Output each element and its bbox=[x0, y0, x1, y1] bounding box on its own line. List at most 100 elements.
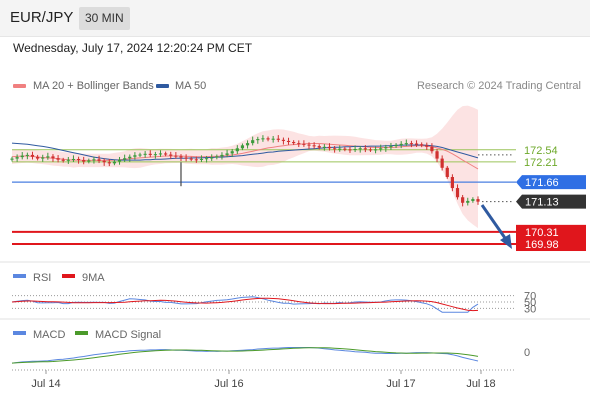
candle-body bbox=[30, 154, 35, 157]
macd-panel: 0 bbox=[11, 347, 530, 364]
candle-body bbox=[245, 143, 250, 146]
candle-body bbox=[36, 156, 40, 159]
rsi-level-label: 30 bbox=[524, 303, 536, 315]
candle-body bbox=[256, 139, 260, 141]
candle-body bbox=[363, 148, 367, 150]
bollinger-band-area bbox=[12, 105, 478, 229]
candle-body bbox=[404, 143, 408, 145]
candle-body bbox=[66, 159, 70, 161]
header-bar: EUR/JPY 30 MIN bbox=[0, 0, 590, 37]
ma50-swatch-icon bbox=[156, 84, 169, 88]
moving-averages bbox=[11, 142, 479, 170]
forecast-arrow-icon bbox=[480, 204, 507, 239]
candle-body bbox=[312, 145, 316, 147]
candle-body bbox=[123, 158, 127, 160]
candle-body bbox=[286, 140, 291, 143]
candle-body bbox=[225, 153, 229, 155]
macd-line bbox=[11, 347, 479, 364]
candle-body bbox=[169, 154, 173, 156]
candle-body bbox=[164, 153, 168, 155]
candle-body bbox=[389, 146, 393, 148]
candle-body bbox=[333, 148, 337, 150]
candle-body bbox=[466, 200, 470, 203]
candle-body bbox=[87, 160, 91, 162]
candle-body bbox=[128, 156, 132, 159]
candle-body bbox=[327, 146, 332, 149]
candle-body bbox=[20, 155, 24, 158]
candle-body bbox=[394, 144, 398, 147]
rsi-ma-line bbox=[11, 297, 479, 312]
candle-body bbox=[276, 138, 280, 140]
candle-body bbox=[117, 159, 122, 162]
candle-body bbox=[215, 156, 219, 158]
rsi-title: RSI bbox=[33, 272, 51, 284]
credit-label: Research © 2024 Trading Central bbox=[416, 80, 581, 92]
candle-body bbox=[353, 149, 357, 151]
candle-body bbox=[235, 148, 239, 152]
rsi-ma-swatch-icon bbox=[62, 274, 75, 278]
candle-body bbox=[220, 154, 224, 157]
timeframe-button[interactable]: 30 MIN bbox=[79, 7, 130, 30]
candle-body bbox=[10, 158, 14, 160]
candle-body bbox=[92, 159, 96, 161]
candle-body bbox=[199, 158, 204, 160]
candle-body bbox=[97, 159, 101, 161]
rsi-swatch-icon bbox=[13, 274, 26, 278]
level-label: 172.54 bbox=[524, 145, 558, 157]
macd-swatch-icon bbox=[13, 331, 26, 335]
candle-body bbox=[261, 138, 265, 140]
candle-body bbox=[107, 162, 111, 164]
candle-body bbox=[430, 146, 434, 152]
bollinger-bands bbox=[12, 105, 478, 229]
support-tag bbox=[516, 237, 586, 252]
macd-signal-swatch-icon bbox=[75, 331, 88, 335]
level-label: 171.66 bbox=[525, 177, 559, 189]
candle-body bbox=[153, 154, 157, 156]
rsi-level-label: 70 bbox=[524, 291, 536, 303]
candle-body bbox=[297, 143, 301, 145]
rsi-line bbox=[11, 296, 479, 313]
candle-body bbox=[450, 177, 454, 189]
candle-body bbox=[15, 157, 19, 159]
ma50-line bbox=[11, 142, 479, 161]
candle-body bbox=[230, 151, 234, 154]
candle-body bbox=[184, 157, 188, 159]
candle-body bbox=[440, 158, 444, 168]
candle-body bbox=[461, 197, 465, 203]
instrument-title: EUR/JPY bbox=[10, 9, 74, 26]
candle-body bbox=[317, 146, 321, 148]
candle-body bbox=[143, 153, 147, 155]
candle-body bbox=[384, 147, 388, 149]
candle-body bbox=[343, 148, 347, 150]
candle-body bbox=[102, 160, 106, 163]
candle-body bbox=[445, 167, 449, 177]
last-price-tag bbox=[516, 194, 586, 209]
candle-body bbox=[194, 159, 198, 161]
datetime-label: Wednesday, July 17, 2024 12:20:24 PM CET bbox=[13, 41, 253, 55]
x-tick-label: Jul 17 bbox=[386, 378, 415, 390]
legend-ma20: MA 20 + Bollinger Bands bbox=[33, 80, 154, 92]
candle-body bbox=[158, 153, 163, 155]
candle-body bbox=[82, 160, 86, 162]
x-tick-label: Jul 18 bbox=[466, 378, 495, 390]
candle-body bbox=[302, 143, 306, 145]
candle-body bbox=[358, 148, 362, 150]
candle-body bbox=[271, 138, 275, 140]
candle-body bbox=[414, 143, 419, 145]
candle-body bbox=[455, 188, 460, 198]
candle-body bbox=[399, 143, 403, 145]
candle-body bbox=[46, 156, 50, 158]
macd-signal-title: MACD Signal bbox=[95, 329, 161, 341]
level-label: 170.31 bbox=[525, 227, 559, 239]
candle-body bbox=[56, 158, 60, 160]
rsi-level-label: 50 bbox=[524, 297, 536, 309]
candle-body bbox=[25, 154, 29, 156]
candle-body bbox=[112, 161, 117, 164]
x-axis: Jul 14 Jul 16 Jul 17 Jul 18 bbox=[12, 369, 516, 390]
candle-body bbox=[420, 144, 424, 146]
legend-ma50: MA 50 bbox=[175, 80, 207, 92]
candle-body bbox=[174, 155, 178, 157]
